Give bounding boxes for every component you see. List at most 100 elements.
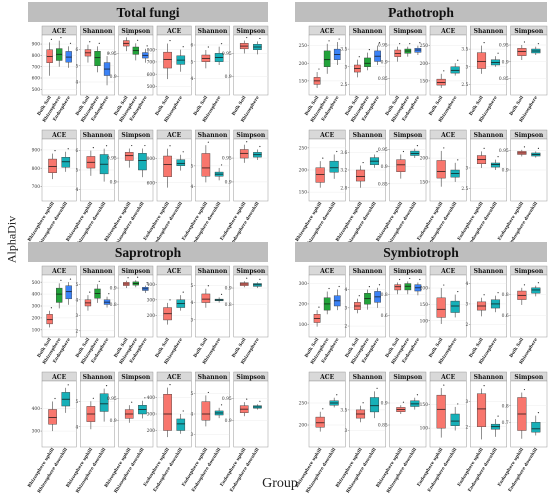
box-endosphere-downhill <box>450 159 460 182</box>
outlier-point <box>483 147 485 149</box>
y-tick-label: 0.9 <box>225 287 232 292</box>
box-rhizosphere <box>253 278 262 289</box>
plot-area <box>429 138 467 202</box>
box-rhizosphere-uphill <box>86 397 96 430</box>
y-tick-label: 3 <box>345 429 348 434</box>
box-endosphere-uphill <box>517 388 527 439</box>
outlier-point <box>98 280 100 282</box>
box-iqr <box>239 149 249 159</box>
plot-area <box>470 274 507 338</box>
y-tick-label: 2.8 <box>340 186 347 191</box>
outlier-point <box>259 37 261 40</box>
box-iqr <box>138 153 147 171</box>
outlier-point <box>358 295 360 297</box>
box-rhizosphere-uphill <box>315 408 325 432</box>
outlier-point <box>69 278 72 280</box>
y-tick-label: 0.7 <box>502 421 509 426</box>
panel-metric-label: Shannon <box>474 374 504 381</box>
box-bulk-soil <box>476 294 487 317</box>
outlier-point <box>318 306 320 308</box>
box-rhizosphere-uphill <box>315 157 325 188</box>
box-bulk-soil <box>394 43 402 62</box>
y-tick-label: 4 <box>76 425 79 430</box>
box-rhizosphere <box>56 279 63 309</box>
outlier-point <box>182 291 184 293</box>
y-tick-label: 0.95 <box>499 149 509 154</box>
y-tick-label: 0.6 <box>502 314 509 319</box>
y-tick-label: 700 <box>32 185 41 190</box>
box-rhizosphere <box>323 40 331 74</box>
box-endosphere-downhill <box>490 415 501 437</box>
facet-title: Total fungi <box>117 5 180 20</box>
outlier-point <box>336 150 338 153</box>
plot-area <box>156 34 192 96</box>
y-tick-label: 600 <box>147 73 156 78</box>
box-bulk-soil <box>123 277 130 289</box>
box-bulk-soil <box>201 285 211 308</box>
box-rhizosphere <box>214 293 224 303</box>
y-tick-label: 3.5 <box>340 48 347 53</box>
panel-metric-label: Simpson <box>393 28 423 35</box>
plot-area <box>118 138 154 202</box>
outlier-point <box>523 41 526 43</box>
outlier-point <box>169 145 171 147</box>
outlier-point <box>523 388 526 391</box>
y-tick-label: 2.5 <box>340 83 347 88</box>
box-rhizosphere-downhill <box>410 394 420 410</box>
box-bulk-soil <box>123 33 130 52</box>
box-rhizosphere-downhill <box>99 385 109 422</box>
y-tick-label: 250 <box>420 44 429 49</box>
box-bulk-soil <box>517 284 527 305</box>
box-bulk-soil <box>239 36 249 54</box>
facet-strip <box>28 2 268 22</box>
y-tick-label: 400 <box>147 396 156 401</box>
outlier-point <box>182 46 184 48</box>
plot-area <box>156 274 192 338</box>
box-endosphere-downhill <box>214 164 224 181</box>
plot-area <box>233 380 269 448</box>
box-bulk-soil <box>163 39 172 80</box>
y-tick-label: 4 <box>191 77 194 82</box>
outlier-point <box>67 148 69 150</box>
box-rhizosphere-downhill <box>329 150 339 179</box>
y-tick-label: 600 <box>147 181 156 186</box>
plot-area <box>80 380 115 448</box>
plot-area <box>470 34 507 96</box>
plot-area <box>233 34 269 96</box>
outlier-point <box>146 45 148 47</box>
box-endosphere-downhill <box>450 403 460 431</box>
y-tick-label: 200 <box>32 317 41 322</box>
y-tick-label: 5 <box>76 283 79 288</box>
box-iqr <box>450 66 460 74</box>
box-rhizosphere-downhill <box>410 145 420 158</box>
y-tick-label: 3 <box>466 65 469 70</box>
y-tick-label: 0.9 <box>381 165 388 170</box>
outlier-point <box>144 144 146 147</box>
facet-title: Symbiotroph <box>383 245 459 260</box>
box-iqr <box>369 397 380 413</box>
y-tick-label: 3 <box>466 400 469 405</box>
box-iqr <box>201 293 211 303</box>
outlier-point <box>399 278 401 281</box>
plot-area <box>41 380 77 448</box>
y-tick-label: 250 <box>299 44 308 49</box>
box-iqr <box>163 51 172 69</box>
y-tick-label: 400 <box>32 293 41 298</box>
box-bulk-soil <box>313 68 321 88</box>
y-tick-label: 0.9 <box>225 75 232 80</box>
y-tick-label: 0.95 <box>378 44 388 49</box>
plot-area <box>349 380 386 448</box>
box-rhizosphere <box>404 277 412 295</box>
outlier-point <box>376 387 378 389</box>
y-tick-label: 0.8 <box>225 303 232 308</box>
panel-metric-label: Simpson <box>121 268 151 275</box>
outlier-point <box>169 384 171 386</box>
y-tick-label: 3 <box>191 433 194 438</box>
box-iqr <box>65 285 72 300</box>
y-tick-label: 0.9 <box>502 169 509 174</box>
